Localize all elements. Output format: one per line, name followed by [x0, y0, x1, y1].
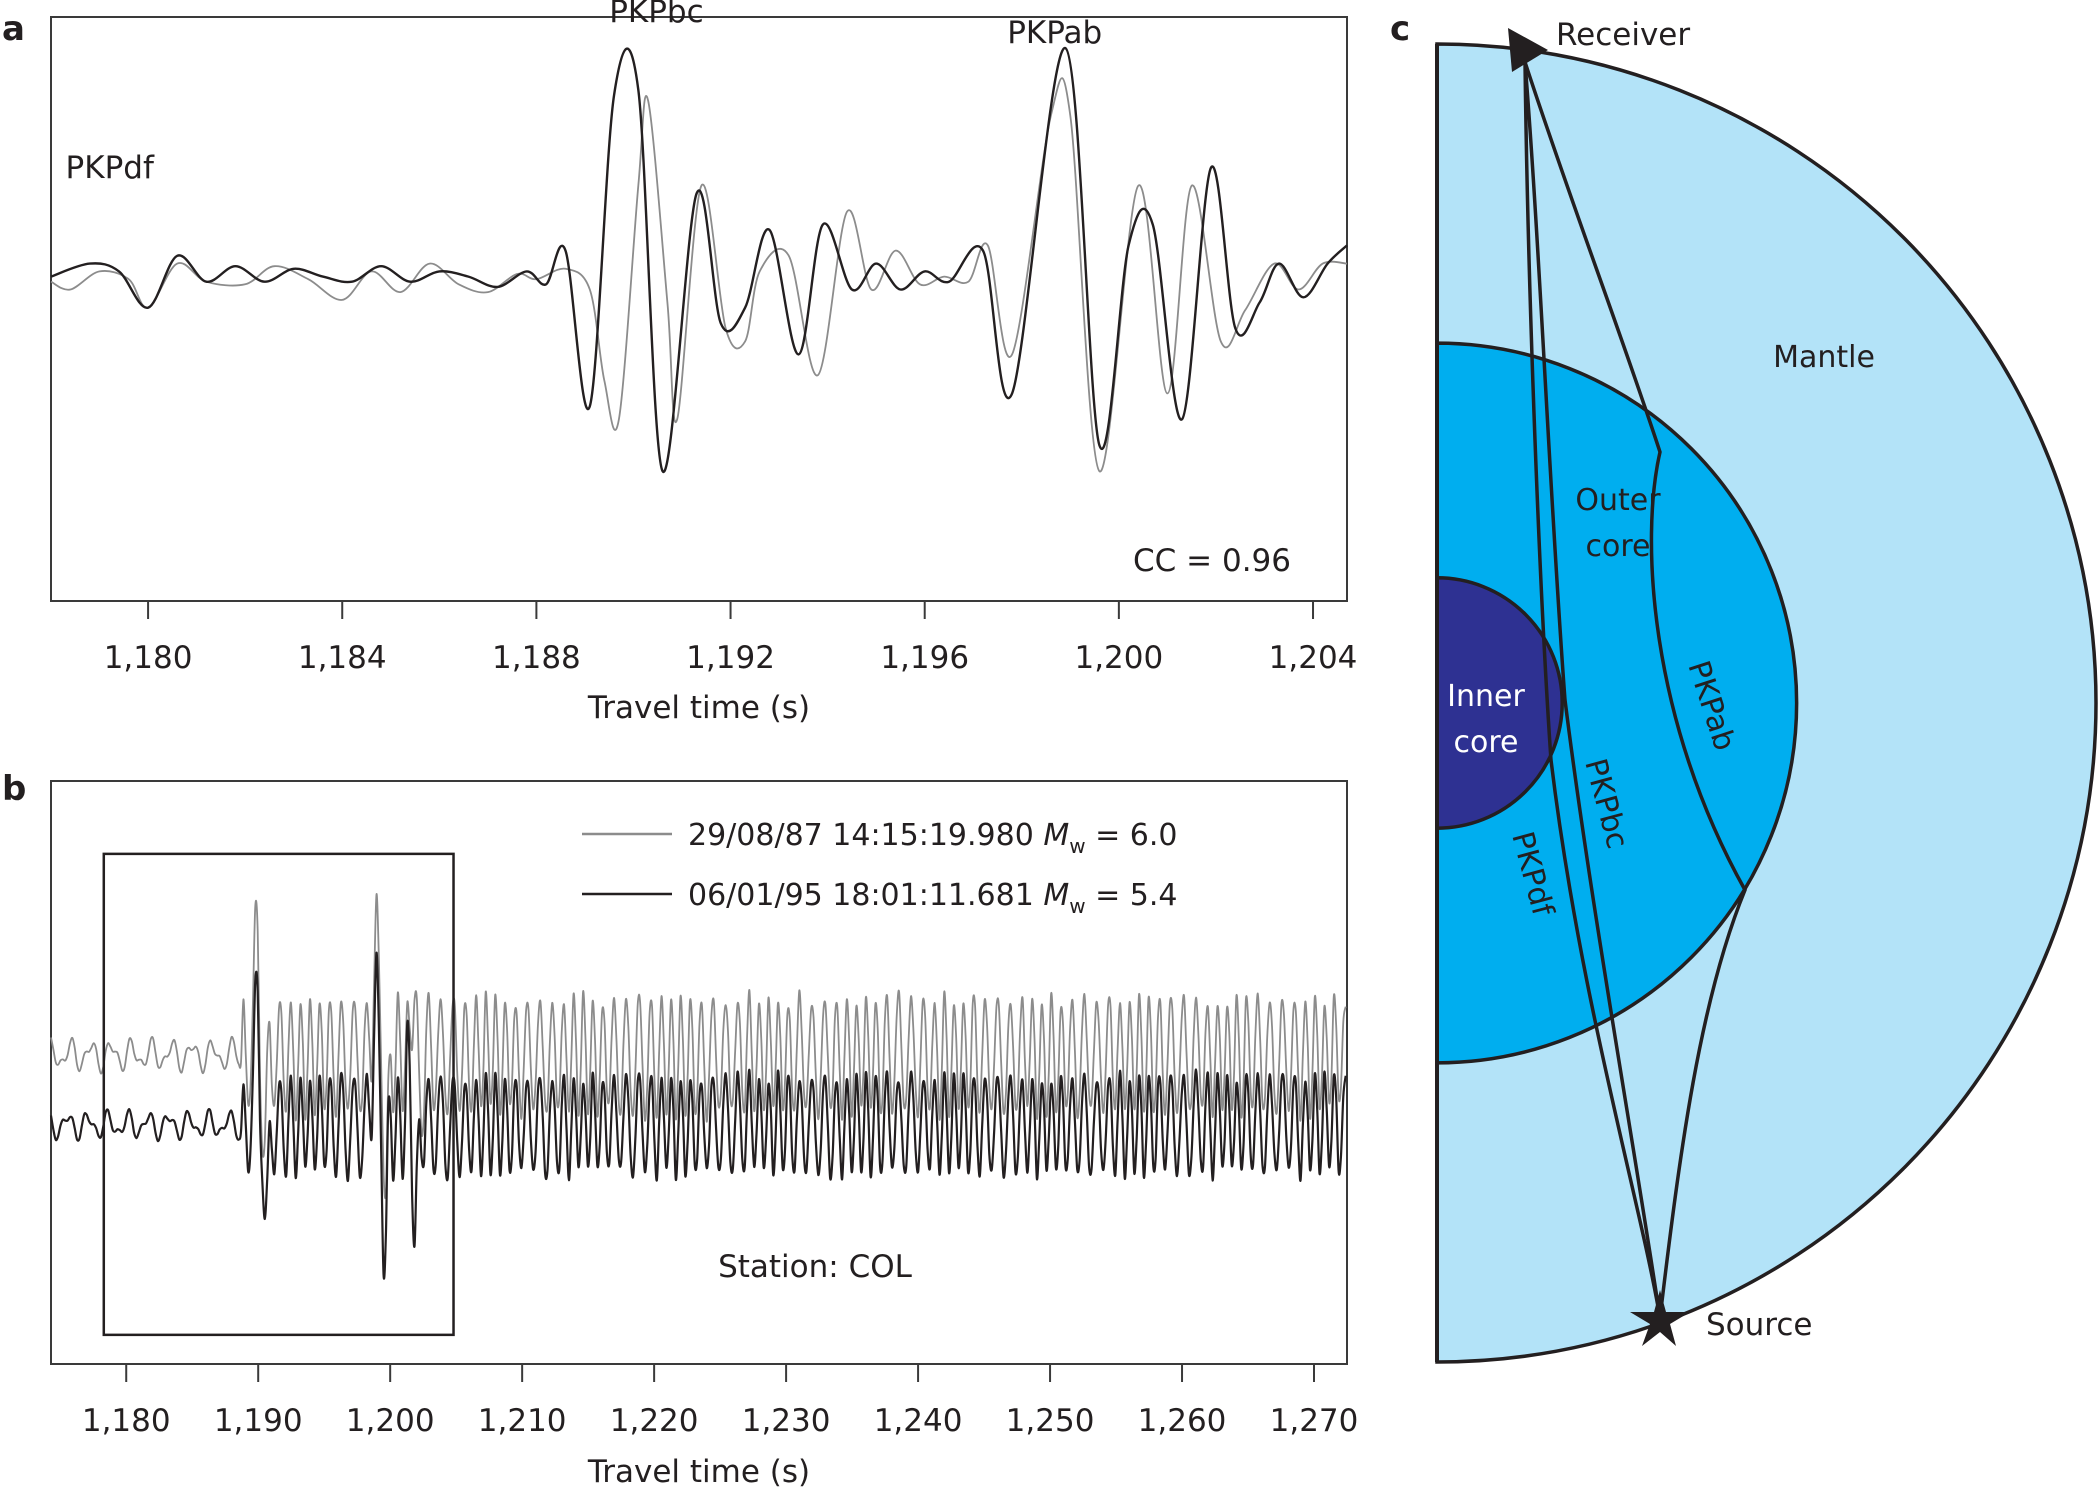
cc-annotation: CC = 0.96	[1133, 543, 1291, 579]
x-tick-label: 1,192	[686, 640, 775, 676]
legend-label-1987: 29/08/87 14:15:19.980 Mw = 6.0	[688, 818, 1178, 858]
ray-path-pkpab	[1523, 61, 1747, 1319]
x-tick-label: 1,180	[82, 1403, 171, 1439]
legend-item-1987: 29/08/87 14:15:19.980 Mw = 6.0	[582, 818, 1178, 858]
series-b	[49, 893, 1347, 1280]
x-ticks-b: 1,180 1,190 1,200 1,210 1,220 1,230 1,240 1,250…	[82, 1364, 1359, 1439]
plot-frame-a	[50, 16, 1348, 602]
x-tick-label: 1,204	[1269, 640, 1358, 676]
x-ticks-a: 1,180 1,184 1,188 1,192 1,196 1,200 1,204	[104, 601, 1358, 676]
plot-frame-b	[50, 780, 1348, 1365]
inner-core-label-line1: Inner	[1447, 679, 1525, 714]
x-tick-label: 1,260	[1138, 1403, 1227, 1439]
x-tick-label: 1,220	[610, 1403, 699, 1439]
trace-1995	[49, 951, 1347, 1280]
source-star-icon	[1630, 1290, 1690, 1346]
legend: 29/08/87 14:15:19.980 Mw = 6.0 06/01/95 …	[582, 818, 1178, 918]
x-axis-title-b: Travel time (s)	[587, 1454, 810, 1490]
x-tick-label: 1,184	[298, 640, 387, 676]
outer-core-label-line1: Outer	[1575, 483, 1661, 518]
outer-core-region	[1437, 343, 1797, 1063]
x-tick-label: 1,196	[880, 640, 969, 676]
panel-label-c: c	[1390, 9, 1410, 49]
inner-core-region	[1435, 576, 1564, 830]
x-tick-label: 1,250	[1006, 1403, 1095, 1439]
x-tick-label: 1,190	[214, 1403, 303, 1439]
panel-c: c Receiver Source Mantle Outer core Inne…	[1390, 9, 2098, 1364]
receiver-icon	[1508, 28, 1548, 72]
trace-1987	[50, 893, 1347, 1200]
trace-1987	[50, 77, 1348, 473]
mantle-label: Mantle	[1773, 340, 1875, 375]
x-tick-label: 1,230	[742, 1403, 831, 1439]
legend-item-1995: 06/01/95 18:01:11.681 Mw = 5.4	[582, 878, 1178, 918]
x-tick-label: 1,188	[492, 640, 581, 676]
panel-label-a: a	[2, 9, 25, 49]
legend-label-1995: 06/01/95 18:01:11.681 Mw = 5.4	[688, 878, 1178, 918]
outer-core-label-line2: core	[1586, 529, 1651, 564]
station-annotation: Station: COL	[718, 1249, 913, 1285]
x-tick-label: 1,270	[1270, 1403, 1359, 1439]
trace-1995	[50, 46, 1348, 473]
zoom-box	[102, 852, 455, 1337]
phase-label-pkpab: PKPab	[1007, 15, 1102, 51]
ray-path-pkpdf	[1523, 61, 1662, 1319]
phase-label-pkpbc: PKPbc	[609, 0, 703, 30]
x-axis-title-a: Travel time (s)	[587, 690, 810, 726]
panel-b: b 1,180 1,190 1,200 1,210 1,220 1,230 1,240 1,2…	[2, 769, 1358, 1490]
series-a	[50, 46, 1348, 473]
x-tick-label: 1,200	[346, 1403, 435, 1439]
x-tick-label: 1,240	[874, 1403, 963, 1439]
x-tick-label: 1,210	[478, 1403, 567, 1439]
x-tick-label: 1,200	[1074, 640, 1163, 676]
source-label: Source	[1706, 1307, 1812, 1343]
receiver-label: Receiver	[1556, 17, 1690, 53]
inner-core-label-line2: core	[1454, 725, 1519, 760]
panel-label-b: b	[2, 769, 26, 809]
ray-path-pkpbc	[1523, 61, 1662, 1319]
x-tick-label: 1,180	[104, 640, 193, 676]
panel-a: a 1,180 1,184 1,188 1,192 1,196 1,200 1,204 PK…	[2, 0, 1357, 726]
phase-label-pkpdf: PKPdf	[66, 150, 155, 186]
